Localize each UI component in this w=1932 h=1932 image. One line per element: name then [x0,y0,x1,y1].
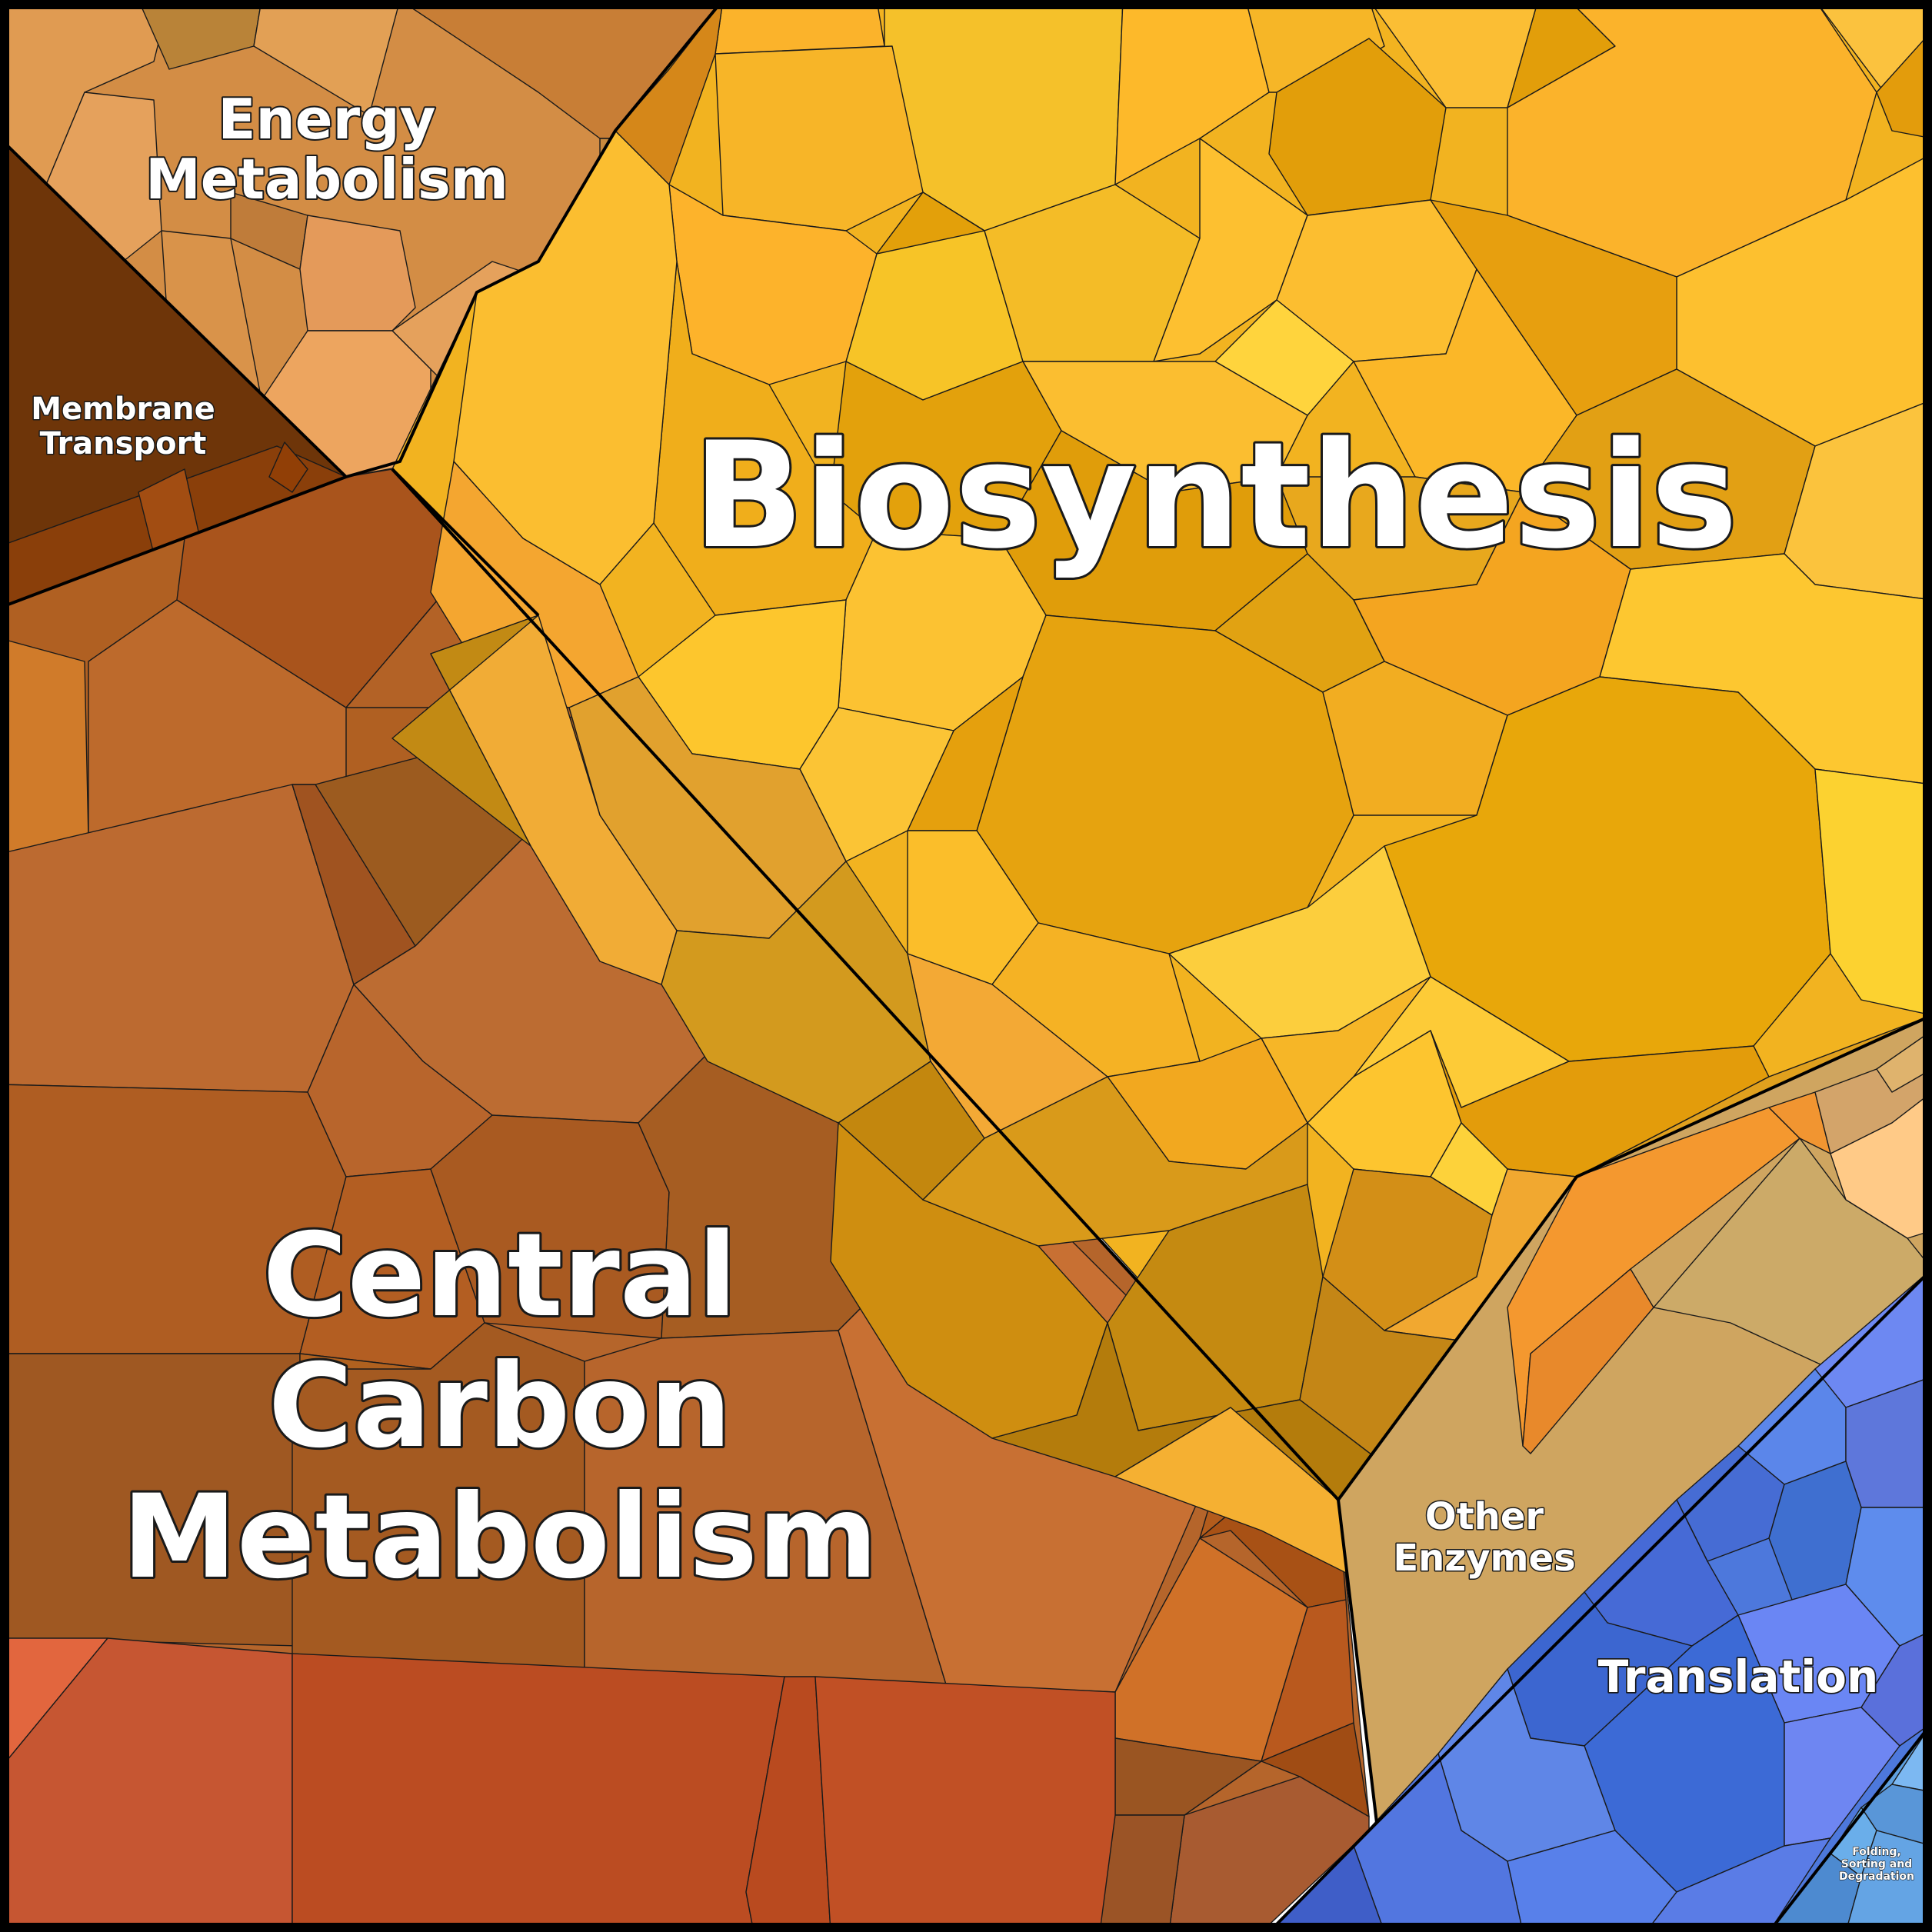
cell [814,1676,1116,1932]
cell [88,599,347,839]
cell [1653,1138,1932,1370]
region-other-enzymes [1337,1014,1932,1824]
cell [615,0,724,185]
border-other-translation [1375,1267,1932,1824]
cell [1353,1753,1524,1932]
border-central-biosynthesis [391,468,1378,1932]
label-folding-line3: Degradation [1839,1870,1914,1883]
label-folding-line1: Folding, [1852,1846,1901,1858]
cell [715,45,924,232]
label-folding-line2: Sorting and [1841,1858,1912,1870]
label-other-enzymes-line1: Other [1425,1495,1544,1538]
cell [1876,30,1932,139]
cell [391,615,539,847]
label-central-carbon-line2: Carbon [268,1340,732,1474]
label-energy-metabolism-line2: Metabolism [145,147,508,212]
cell [1522,1268,1654,1454]
cell [1784,1707,1900,1847]
label-membrane-transport-line2: Transport [40,426,207,461]
cell [291,1653,785,1932]
cell [268,441,308,493]
label-membrane-transport-line1: Membrane [31,391,215,427]
border-biosynthesis-other [1337,1014,1932,1501]
cell [0,638,89,854]
cell [1814,768,1932,1016]
label-energy-metabolism-line1: Energy [218,87,435,152]
label-translation: Translation [1598,1651,1879,1703]
label-central-carbon-line3: Metabolism [122,1471,878,1604]
cell [876,192,985,255]
cell [922,1076,1308,1247]
label-biosynthesis: Biosynthesis [693,411,1738,581]
label-central-carbon-line1: Central [263,1209,738,1343]
region-biosynthesis [391,0,1932,1585]
region-energy-metabolism [0,0,724,478]
cell [1114,0,1270,185]
border-translation-folding [1767,1721,1932,1932]
cell [1322,661,1508,816]
cell [253,0,401,116]
border-biosynthesis-central-2 [391,468,540,617]
border-energy-membrane [0,137,348,478]
cell [1876,1030,1932,1093]
cell [799,707,954,862]
cell [1214,553,1385,693]
label-other-enzymes-line2: Enzymes [1393,1537,1575,1580]
cell [299,215,416,331]
cell [745,1676,831,1932]
